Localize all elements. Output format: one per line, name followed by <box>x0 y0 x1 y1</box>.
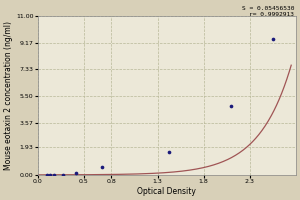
Point <box>60 173 65 176</box>
Point <box>52 173 57 176</box>
Point <box>74 172 79 175</box>
Text: S = 0.05456530
r= 0.9992913: S = 0.05456530 r= 0.9992913 <box>242 6 294 17</box>
Point <box>44 173 49 176</box>
Point <box>167 150 172 153</box>
Point <box>100 165 105 169</box>
Point <box>270 38 275 41</box>
Point <box>229 104 234 107</box>
Point <box>47 173 52 176</box>
Y-axis label: Mouse eotaxin 2 concentration (ng/ml): Mouse eotaxin 2 concentration (ng/ml) <box>4 21 13 170</box>
X-axis label: Optical Density: Optical Density <box>137 187 196 196</box>
